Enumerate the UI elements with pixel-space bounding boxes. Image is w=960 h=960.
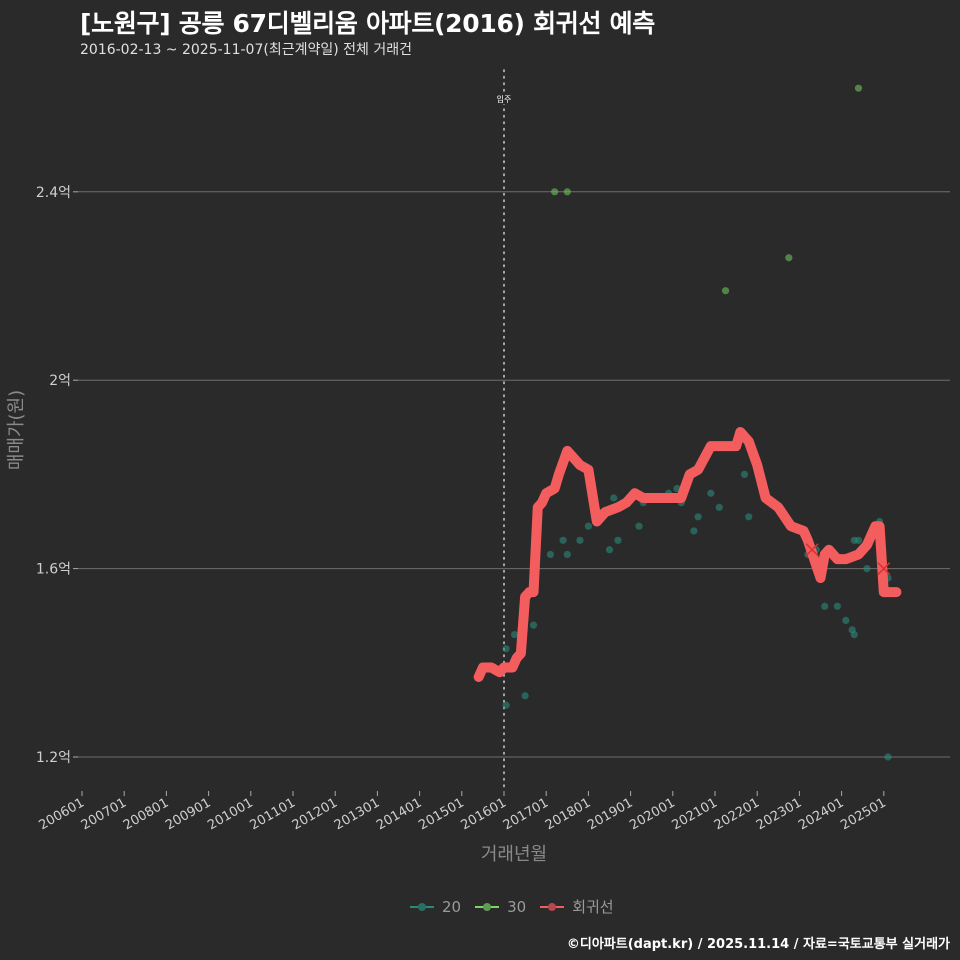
x-tick-label: 201601 (459, 795, 509, 833)
y-gridlines (78, 191, 950, 758)
x-tick-label: 201901 (585, 795, 635, 833)
y-tick-label: 2.4억 (36, 185, 71, 201)
x-tick-label: 201501 (416, 795, 466, 833)
data-point (546, 550, 555, 559)
data-point (740, 470, 749, 478)
series-20-points (502, 470, 892, 761)
data-point (821, 602, 829, 610)
legend-label-regression: 회귀선 (572, 898, 614, 916)
x-tick-label: 201701 (501, 795, 551, 833)
x-tick-label: 202201 (712, 795, 762, 833)
x-marker-icon (877, 562, 891, 576)
data-point (502, 701, 510, 709)
legend: 20 30 회귀선 (410, 896, 620, 917)
data-point (584, 522, 593, 530)
data-point (576, 536, 584, 544)
legend-key-regression-icon (540, 900, 565, 914)
x-axis-ticks: 2006012007012008012009012010012011012012… (37, 791, 889, 833)
data-point (521, 692, 529, 700)
x-tick-label: 200901 (163, 795, 213, 833)
x-tick-label: 200601 (37, 795, 87, 833)
data-point (563, 550, 571, 559)
prediction-x-markers (805, 543, 891, 576)
data-point (510, 630, 519, 639)
data-point (563, 188, 571, 196)
legend-label-20: 20 (442, 897, 462, 916)
x-axis-label: 거래년월 (481, 844, 547, 865)
x-tick-label: 201001 (205, 795, 255, 833)
data-point (707, 489, 715, 497)
x-tick-label: 202101 (670, 795, 720, 833)
x-marker-icon (805, 543, 819, 557)
x-tick-label: 202001 (627, 795, 677, 833)
legend-key-20-icon (410, 900, 434, 914)
y-tick-label: 2억 (49, 373, 71, 389)
legend-item-regression: 회귀선 (540, 896, 614, 917)
data-point (610, 494, 618, 502)
x-tick-label: 201801 (543, 795, 593, 833)
data-point (842, 616, 850, 625)
data-point (690, 527, 698, 535)
regression-path (473, 427, 902, 682)
y-axis-label: 매매가(원) (6, 390, 27, 470)
data-point (694, 513, 702, 521)
chart-subtitle: 2016-02-13 ~ 2025-11-07(최근계약일) 전체 거래건 (80, 42, 412, 58)
data-point (715, 503, 723, 511)
legend-label-30: 30 (507, 897, 527, 916)
footer-credit: ©디아파트(dapt.kr) / 2025.11.14 / 자료=국토교통부 실… (566, 937, 950, 952)
x-tick-label: 202501 (838, 795, 888, 833)
data-point (854, 84, 863, 92)
x-tick-label: 200801 (121, 795, 171, 833)
data-point (854, 536, 863, 544)
data-point (721, 287, 730, 295)
data-point (863, 565, 871, 573)
annotation-label: 입주 (497, 95, 512, 104)
data-point (833, 602, 841, 610)
legend-key-30-icon (475, 900, 500, 914)
y-axis-ticks: 1.2억 1.6억 2억 2.4억 (36, 185, 78, 766)
data-point (850, 630, 858, 639)
data-point (884, 753, 892, 761)
data-point (502, 645, 510, 653)
move-in-annotation: 입주 (496, 69, 512, 791)
data-point (605, 546, 614, 554)
data-point (614, 536, 622, 544)
y-tick-label: 1.2억 (36, 750, 71, 766)
regression-line (473, 427, 902, 682)
y-tick-label: 1.6억 (36, 562, 71, 578)
data-point (529, 621, 538, 629)
x-tick-label: 201201 (290, 795, 340, 833)
x-tick-label: 200701 (79, 795, 129, 833)
legend-item-20: 20 (410, 898, 461, 916)
data-point (635, 522, 643, 530)
data-point (559, 536, 567, 544)
data-point (551, 188, 559, 196)
x-tick-label: 202301 (754, 795, 804, 833)
x-tick-label: 201301 (332, 795, 382, 833)
x-tick-label: 202401 (796, 795, 846, 833)
x-tick-label: 201401 (374, 795, 424, 833)
chart-title: [노원구] 공릉 67디벨리움 아파트(2016) 회귀선 예측 (80, 9, 655, 38)
data-point (785, 254, 793, 262)
legend-item-30: 30 (475, 898, 526, 916)
x-tick-label: 201101 (248, 795, 298, 833)
series-30-points (551, 84, 863, 295)
data-point (745, 513, 753, 521)
